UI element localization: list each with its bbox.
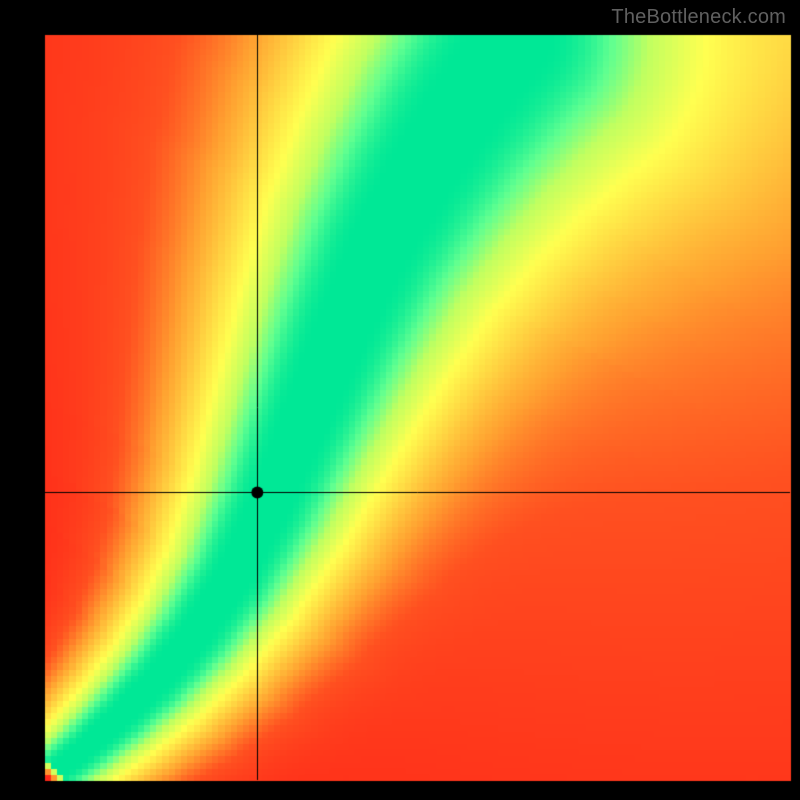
watermark-text: TheBottleneck.com <box>611 6 786 29</box>
chart-container: TheBottleneck.com <box>0 0 800 800</box>
heatmap-canvas <box>0 0 800 800</box>
